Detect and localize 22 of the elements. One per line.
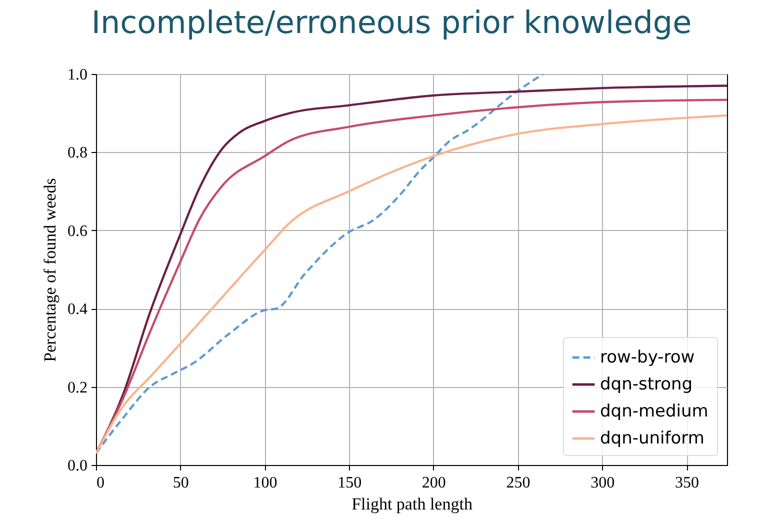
y-tick-label: 0.0 (68, 458, 88, 474)
chart-title: Incomplete/erroneous prior knowledge (91, 5, 692, 41)
line-series (96, 74, 544, 454)
y-axis-title: Percentage of found weeds (40, 178, 60, 362)
x-tick-label: 350 (675, 474, 700, 492)
x-tick-label: 100 (253, 474, 278, 492)
legend-label: dqn-uniform (600, 428, 704, 448)
x-tick-label: 200 (422, 474, 446, 492)
legend-label: row-by-row (600, 348, 695, 368)
x-tick-label: 300 (590, 474, 615, 492)
legend-label: dqn-strong (600, 374, 693, 394)
x-axis-title: Flight path length (352, 494, 473, 514)
legend-label: dqn-medium (600, 402, 708, 422)
y-tick-label: 0.6 (68, 222, 88, 240)
y-tick-label: 0.2 (68, 379, 88, 396)
x-tick-label: 150 (338, 474, 362, 492)
x-tick-label: 50 (172, 474, 189, 492)
x-tick-label: 250 (506, 474, 530, 492)
y-tick-label: 1.0 (68, 66, 88, 84)
x-tick-label: 0 (96, 474, 104, 492)
y-tick-label: 0.8 (68, 144, 88, 162)
y-tick-label: 0.4 (68, 301, 88, 318)
